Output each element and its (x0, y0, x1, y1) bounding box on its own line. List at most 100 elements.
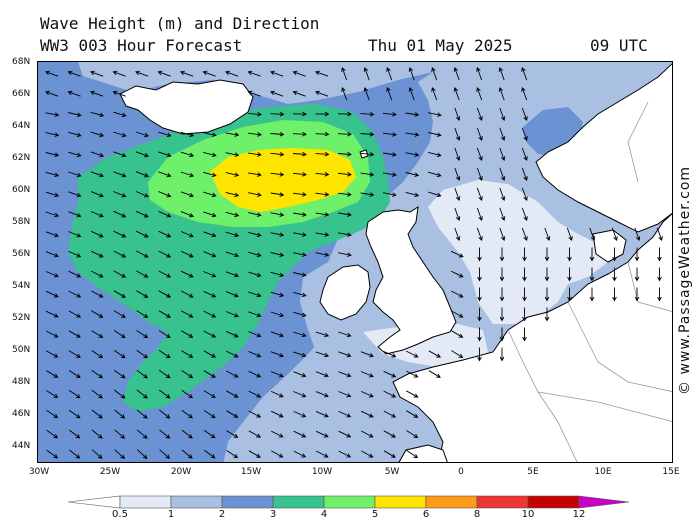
wave-direction-arrow (405, 132, 420, 137)
legend-color-cell (170, 495, 223, 509)
wave-direction-arrow (225, 70, 239, 77)
sea-05m-northsea (428, 180, 608, 324)
wave-direction-arrow (360, 111, 375, 117)
wave-direction-arrow (341, 87, 348, 101)
wave-direction-arrow (476, 207, 483, 221)
wave-direction-arrow (383, 410, 397, 418)
wave-direction-arrow (454, 167, 461, 181)
wave-direction-arrow (136, 290, 149, 298)
wave-direction-arrow (248, 450, 261, 458)
wave-direction-arrow (225, 251, 240, 258)
wave-direction-arrow (113, 131, 127, 138)
wave-direction-arrow (499, 267, 505, 282)
wave-direction-arrow (225, 132, 240, 137)
wave-direction-arrow (248, 430, 262, 438)
wave-direction-arrow (405, 191, 420, 198)
wave-direction-arrow (91, 449, 103, 459)
wave-direction-arrow (203, 271, 217, 278)
wave-direction-arrow (226, 410, 239, 418)
wave-direction-arrow (522, 327, 527, 342)
legend-color-cell (272, 495, 325, 509)
wave-direction-arrow (476, 67, 483, 81)
wave-direction-arrow (158, 310, 171, 318)
great-britain-land (365, 206, 457, 355)
forecast-time: 09 UTC (590, 36, 648, 55)
wave-direction-arrow (270, 212, 285, 217)
wave-direction-arrow (158, 330, 171, 339)
wave-direction-arrow (338, 331, 352, 338)
wave-direction-arrow (315, 192, 330, 197)
wave-direction-arrow (315, 450, 329, 458)
wave-direction-arrow (113, 369, 126, 379)
wave-direction-arrow (292, 70, 306, 77)
wave-direction-arrow (90, 90, 104, 97)
wave-direction-arrow (135, 131, 150, 138)
wave-direction-arrow (203, 151, 217, 158)
wave-direction-arrow (114, 449, 125, 460)
wave-direction-arrow (136, 409, 148, 419)
wave-direction-arrow (293, 371, 307, 378)
wave-direction-arrow (248, 192, 262, 197)
wave-direction-arrow (91, 389, 103, 399)
wave-direction-arrow (225, 291, 239, 298)
wave-direction-arrow (46, 429, 59, 439)
lat-label-52n: 52N (12, 313, 31, 323)
wave-direction-arrow (293, 232, 307, 237)
wave-direction-arrow (360, 410, 374, 418)
wave-direction-arrow (383, 152, 397, 157)
wave-direction-arrow (158, 230, 172, 238)
wave-direction-arrow (499, 187, 506, 201)
wave-direction-arrow (315, 232, 330, 237)
legend-color-cell (323, 495, 376, 509)
wave-direction-arrow (46, 390, 59, 398)
legend-color-cell (119, 495, 172, 509)
wave-direction-arrow (112, 90, 126, 97)
wave-direction-arrow (158, 171, 172, 178)
wave-direction-arrow (248, 291, 262, 298)
wave-direction-arrow (181, 429, 193, 439)
wave-direction-arrow (476, 167, 483, 181)
wave-direction-arrow (406, 390, 419, 398)
wave-direction-arrow (428, 350, 442, 358)
wave-direction-arrow (158, 250, 172, 258)
wave-direction-arrow (91, 409, 103, 419)
wave-direction-arrow (428, 132, 442, 137)
wave-direction-arrow (453, 87, 460, 101)
wave-direction-arrow (68, 270, 82, 278)
wave-direction-arrow (428, 370, 441, 378)
wave-direction-arrow (202, 70, 216, 77)
wave-direction-arrow (225, 311, 239, 318)
wave-direction-arrow (498, 87, 505, 101)
wave-direction-arrow (46, 410, 59, 419)
wave-direction-arrow (270, 311, 285, 318)
country-borders (507, 101, 672, 462)
iceland-land (119, 79, 254, 135)
wave-direction-arrow (477, 267, 482, 282)
wave-direction-arrow (271, 450, 284, 458)
wave-direction-arrow (337, 111, 352, 117)
wave-direction-arrow (383, 350, 397, 358)
wave-height-legend (68, 495, 630, 509)
sea-5m-layer (210, 148, 356, 212)
wave-direction-arrow (225, 350, 239, 358)
wave-direction-arrow (315, 131, 330, 137)
wave-direction-arrow (454, 227, 461, 241)
wave-direction-arrow (292, 131, 307, 137)
wave-direction-arrow (68, 231, 82, 238)
wave-direction-arrow (136, 429, 148, 439)
wave-direction-arrow (67, 90, 81, 97)
wave-direction-arrow (428, 151, 442, 158)
wave-direction-arrow (292, 172, 307, 177)
wave-direction-arrow (293, 272, 307, 278)
wave-direction-arrow (270, 371, 284, 378)
lon-label-10w: 10W (311, 467, 333, 477)
legend-label-0.5: 0.5 (112, 509, 128, 520)
lat-label-44n: 44N (12, 441, 31, 451)
wave-direction-arrow (90, 191, 104, 198)
wave-direction-arrow (337, 131, 352, 137)
legend-label-12: 12 (572, 509, 586, 520)
wave-direction-arrow (293, 212, 307, 217)
wave-direction-arrow (158, 151, 172, 158)
wave-direction-arrow (315, 410, 329, 418)
wave-direction-arrow (203, 330, 217, 338)
